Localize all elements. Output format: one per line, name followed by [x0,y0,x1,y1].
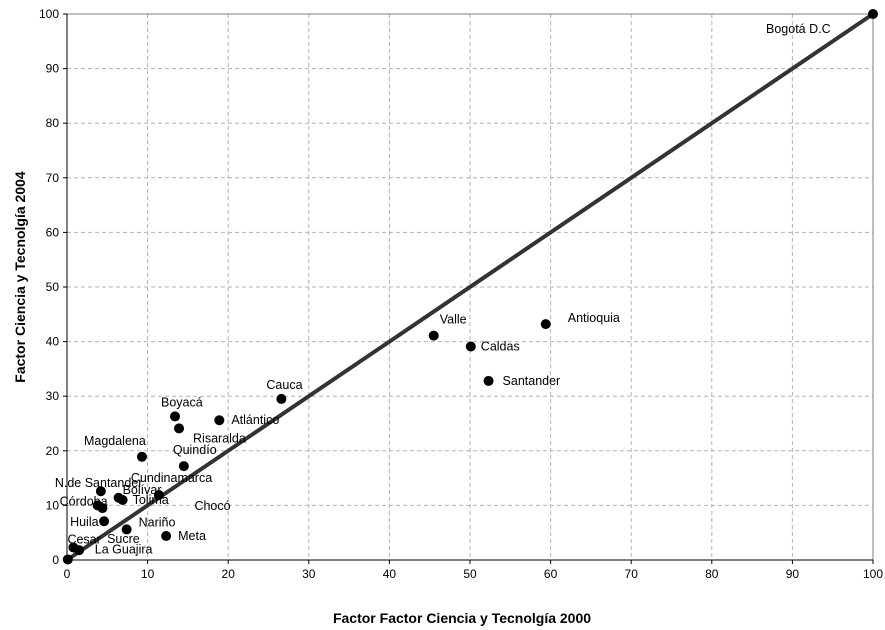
data-points [62,9,878,565]
x-tick-label: 50 [463,567,477,581]
data-point-label: Huila [70,515,99,529]
data-point-label: Nariño [139,515,176,529]
y-tick-label: 40 [46,335,60,349]
data-point-label: Quindío [173,443,217,457]
data-point-label: Cesar [67,532,100,546]
data-point [121,524,132,535]
data-point-label: Atlántico [231,413,279,427]
data-point-label: Cauca [266,378,302,392]
data-point-label: Santander [503,374,561,388]
x-tick-label: 100 [863,567,883,581]
data-point-label: Tolima [133,493,169,507]
data-point-label: N.de Santander [55,476,143,490]
data-point [153,490,164,501]
gridlines [67,14,873,560]
x-tick-label: 10 [141,567,155,581]
data-point [136,451,147,462]
data-point [97,503,108,514]
y-tick-label: 60 [46,225,60,239]
data-point [868,9,878,19]
data-point-label: Antioquia [568,311,620,325]
data-point-label: Caldas [481,340,520,354]
x-tick-label: 20 [222,567,236,581]
y-tick-label: 20 [46,444,60,458]
y-tick-label: 10 [46,498,60,512]
point-labels: Bogotá D.C Antioquia Valle Caldas Santander C… [55,22,831,556]
data-point [276,393,287,404]
y-tick-label: 70 [46,171,60,185]
y-tick-label: 90 [46,62,60,76]
data-point-label: Valle [440,313,467,327]
x-tick-label: 60 [544,567,558,581]
x-axis-title: Factor Factor Ciencia y Tecnolgía 2000 [333,610,591,626]
data-point [62,554,73,565]
x-tick-label: 30 [302,567,316,581]
data-point [117,494,128,505]
data-point-label: Meta [178,529,206,543]
data-point-label: Cundinamarca [131,471,212,485]
data-point-label: Bogotá D.C [766,22,831,36]
data-point [174,423,185,434]
data-point [483,375,494,386]
data-point [214,415,225,426]
data-point-label: Risaralda [193,431,246,445]
data-point-label: Chocó [194,499,230,513]
data-point [74,545,85,556]
data-point-label: La Guajira [95,542,153,556]
x-tick-label: 90 [786,567,800,581]
x-tick-label: 80 [705,567,719,581]
axis-ticks: 0 10 20 30 40 50 60 70 80 90 100 0 10 20 30 40 50 60 70 80 9… [39,7,883,581]
y-tick-label: 30 [46,389,60,403]
x-tick-label: 40 [383,567,397,581]
data-point [428,330,439,341]
y-tick-label: 50 [46,280,60,294]
data-point-label: Boyacá [161,395,203,409]
data-point [465,341,476,352]
data-point [170,411,181,422]
data-point [540,319,551,330]
y-axis-title: Factor Ciencia y Tecnolgía 2004 [12,171,28,383]
data-point [161,530,172,541]
x-tick-label: 0 [64,567,71,581]
data-point-label: Bolívar [123,483,162,497]
data-point-label: Magdalena [84,434,146,448]
y-tick-label: 80 [46,116,60,130]
x-tick-label: 70 [625,567,639,581]
data-point-label: Sucre [107,532,140,546]
data-point-label: Córdoba [60,494,108,508]
data-point [178,461,189,472]
y-tick-label: 0 [52,553,59,567]
diagonal-reference-line [65,12,875,562]
data-point [99,516,110,527]
y-tick-label: 100 [39,7,59,21]
data-point [95,486,106,497]
